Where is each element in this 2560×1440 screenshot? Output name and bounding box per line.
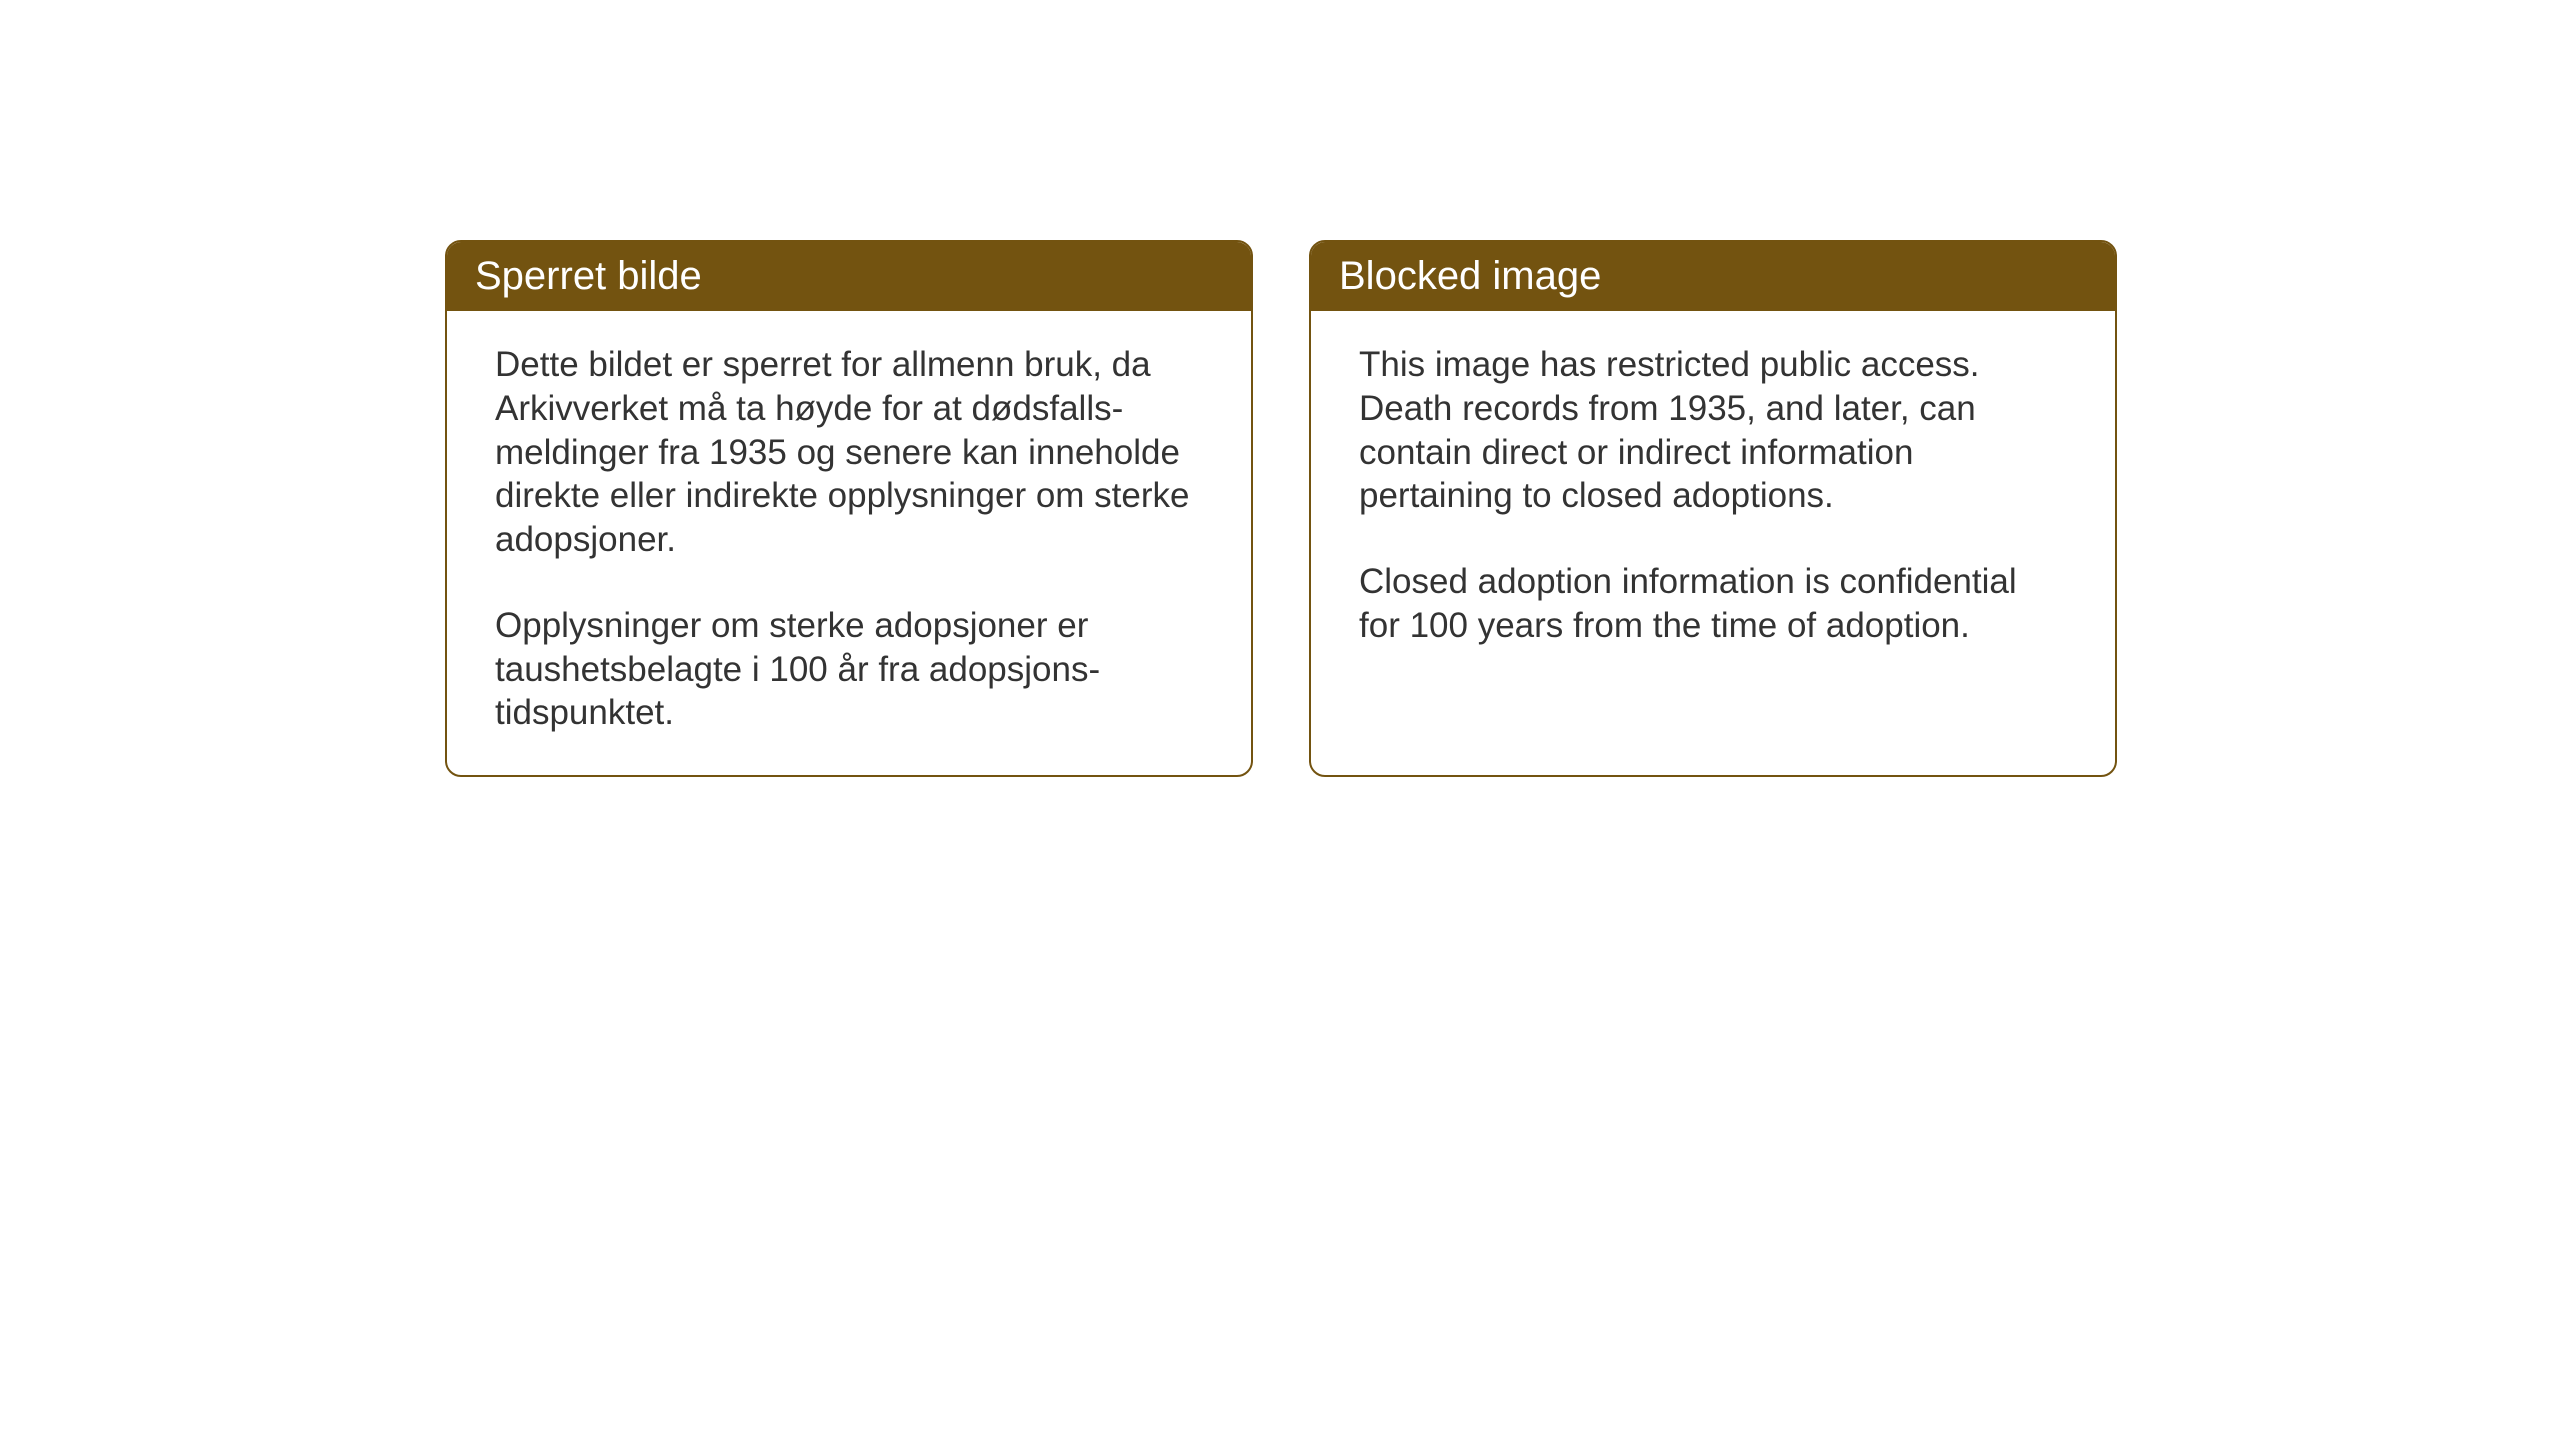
notices-container: Sperret bilde Dette bildet er sperret fo… xyxy=(445,240,2117,777)
notice-paragraph-1-english: This image has restricted public access.… xyxy=(1359,343,2067,518)
notice-paragraph-1-norwegian: Dette bildet er sperret for allmenn bruk… xyxy=(495,343,1203,562)
notice-paragraph-2-norwegian: Opplysninger om sterke adopsjoner er tau… xyxy=(495,604,1203,735)
notice-title-norwegian: Sperret bilde xyxy=(475,254,702,298)
notice-box-norwegian: Sperret bilde Dette bildet er sperret fo… xyxy=(445,240,1253,777)
notice-paragraph-2-english: Closed adoption information is confident… xyxy=(1359,560,2067,648)
notice-title-english: Blocked image xyxy=(1339,254,1601,298)
notice-header-english: Blocked image xyxy=(1311,242,2115,311)
notice-body-norwegian: Dette bildet er sperret for allmenn bruk… xyxy=(447,311,1251,775)
notice-box-english: Blocked image This image has restricted … xyxy=(1309,240,2117,777)
notice-header-norwegian: Sperret bilde xyxy=(447,242,1251,311)
notice-body-english: This image has restricted public access.… xyxy=(1311,311,2115,688)
